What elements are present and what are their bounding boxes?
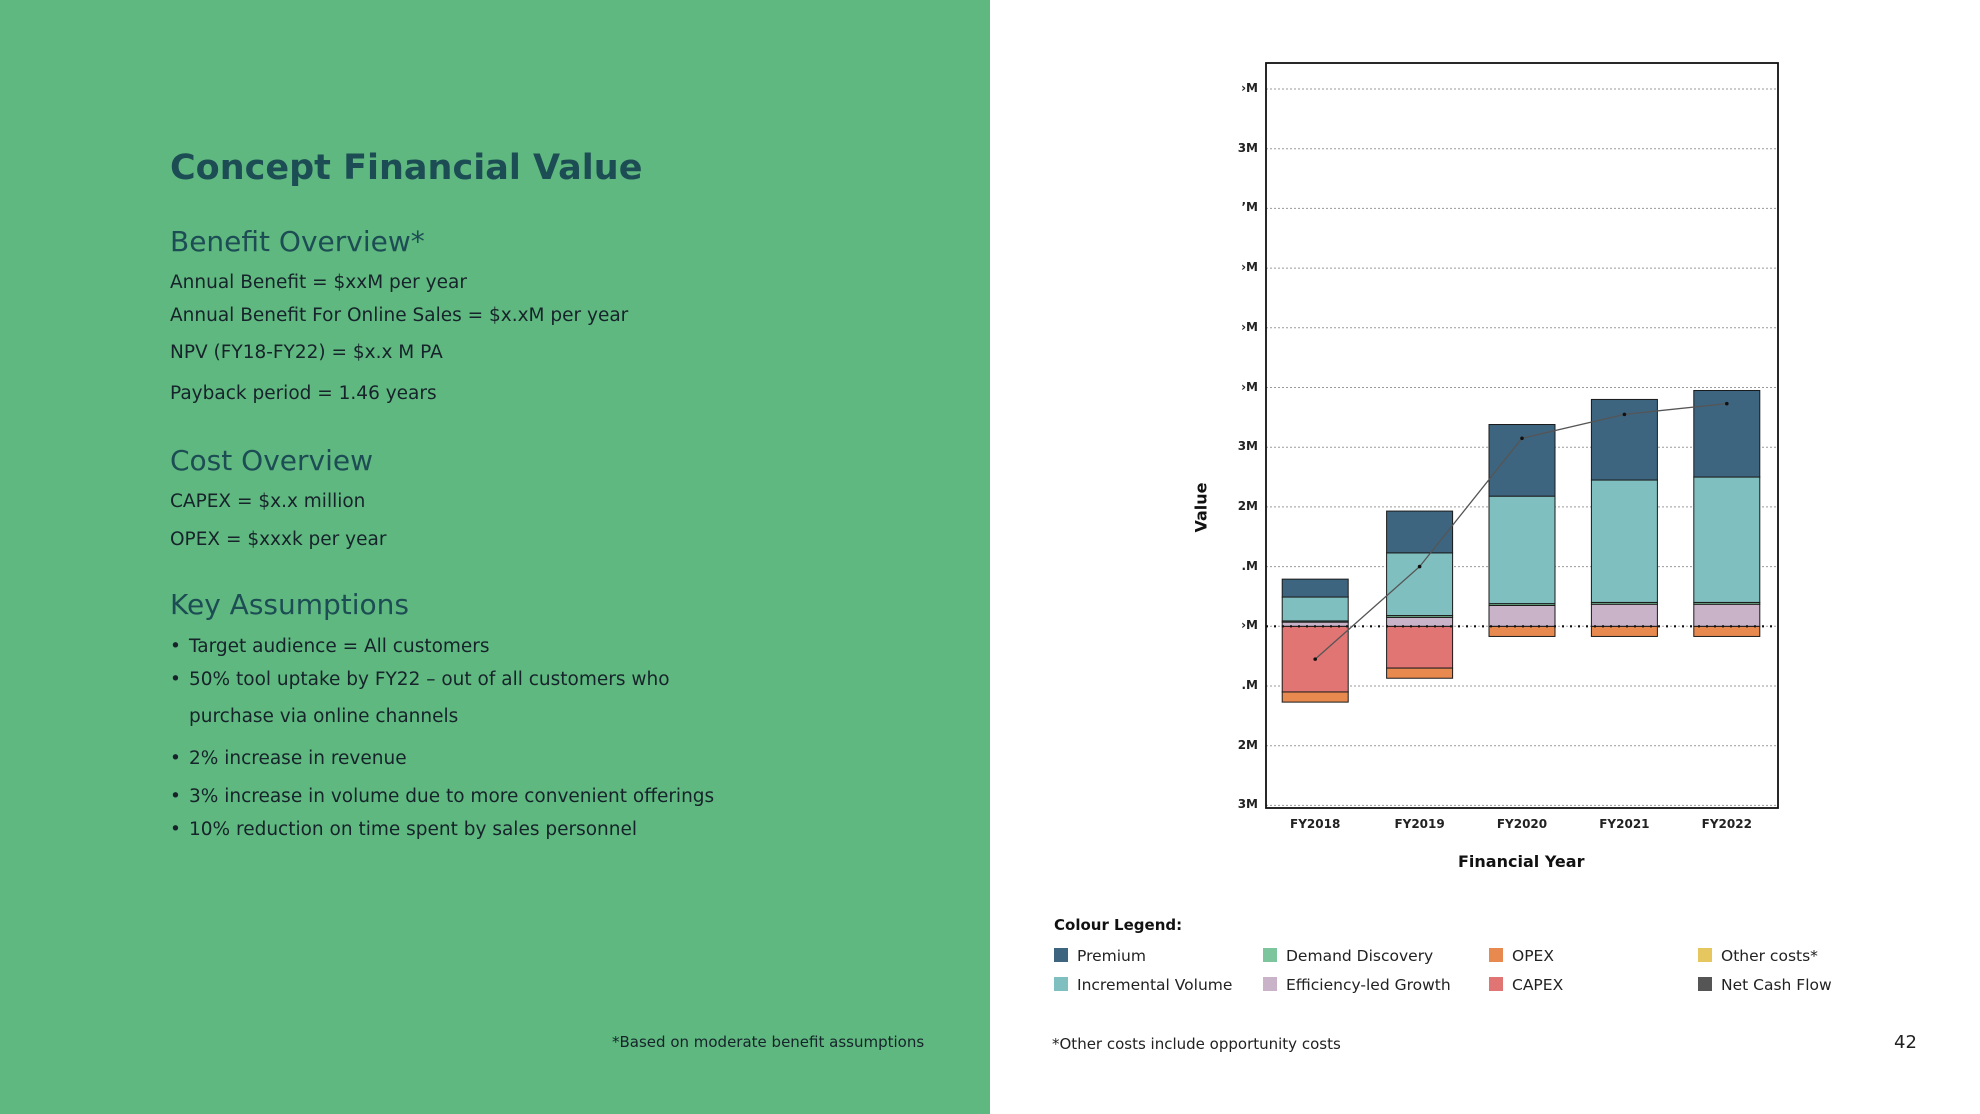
page-title: Concept Financial Value xyxy=(170,148,643,188)
y-axis-title: Value xyxy=(1191,482,1211,533)
bar-segment xyxy=(1281,625,1349,693)
bar-segment xyxy=(1693,601,1761,605)
bar-segment xyxy=(1590,398,1658,481)
y-tick-label: 3M xyxy=(1237,439,1258,454)
bar-segment xyxy=(1386,616,1454,627)
x-tick-label: FY2022 xyxy=(1701,817,1752,831)
legend-item-premium: Premium xyxy=(1054,947,1146,965)
legend-swatch xyxy=(1489,948,1503,962)
cost-heading: Cost Overview xyxy=(170,444,373,477)
assumption-item-continued: purchase via online channels xyxy=(189,706,459,727)
bar-segment xyxy=(1386,510,1454,554)
bar-segment xyxy=(1693,625,1761,637)
x-tick-label: FY2018 xyxy=(1290,817,1341,831)
legend-swatch xyxy=(1698,948,1712,962)
bullet-glyph: • xyxy=(170,636,181,657)
assumption-item: • 10% reduction on time spent by sales pe… xyxy=(170,819,638,840)
bar-segment xyxy=(1386,615,1454,618)
net-cash-flow-point xyxy=(1520,436,1524,441)
legend-item-incremental-volume: Incremental Volume xyxy=(1054,976,1232,994)
y-tick-label: ›M xyxy=(1241,618,1258,633)
legend-item-net-cash-flow: Net Cash Flow xyxy=(1698,976,1832,994)
y-tick-label: ›M xyxy=(1241,379,1258,394)
y-tick-label: 2M xyxy=(1237,737,1258,752)
x-axis-title: Financial Year xyxy=(1458,852,1585,871)
benefit-line: Payback period = 1.46 years xyxy=(170,383,437,404)
cost-line: OPEX = $xxxk per year xyxy=(170,529,387,550)
bar-segment xyxy=(1693,389,1761,478)
bar-segment xyxy=(1590,479,1658,603)
net-cash-flow-point xyxy=(1622,412,1627,417)
x-tick-label: FY2020 xyxy=(1496,817,1548,831)
benefit-line: Annual Benefit = $xxM per year xyxy=(170,272,467,293)
benefit-heading: Benefit Overview* xyxy=(170,225,425,258)
y-tick-label: ›M xyxy=(1241,81,1258,95)
bar-segment xyxy=(1281,621,1349,627)
y-tick-label: ’M xyxy=(1241,200,1259,215)
bar-segment xyxy=(1590,603,1658,627)
benefit-line: NPV (FY18-FY22) = $x.x M PA xyxy=(170,342,443,363)
other-costs-footnote: *Other costs include opportunity costs xyxy=(1052,1035,1341,1053)
y-tick-label: 2M xyxy=(1237,498,1258,513)
bullet-glyph: • xyxy=(170,819,181,840)
benefit-line: Annual Benefit For Online Sales = $x.xM … xyxy=(170,305,629,326)
bar-segment xyxy=(1693,476,1761,603)
legend-swatch xyxy=(1263,977,1277,991)
bar-segment xyxy=(1590,625,1658,637)
bar-segment xyxy=(1386,552,1454,617)
legend-swatch xyxy=(1054,948,1068,962)
bar-segment xyxy=(1488,604,1556,627)
net-cash-flow-point xyxy=(1417,564,1422,569)
bullet-glyph: • xyxy=(170,786,181,807)
left-panel: Concept Financial Value Benefit Overview… xyxy=(0,0,990,1114)
assumptions-heading: Key Assumptions xyxy=(170,588,410,621)
bar-segment xyxy=(1281,578,1349,598)
bar-segment xyxy=(1488,625,1556,637)
assumption-item: • 2% increase in revenue xyxy=(170,748,407,769)
legend-swatch xyxy=(1489,977,1503,991)
assumption-item: • 3% increase in volume due to more conve… xyxy=(170,786,715,807)
bar-segment xyxy=(1281,596,1349,622)
x-tick-label: FY2019 xyxy=(1394,817,1445,831)
bar-segment xyxy=(1386,625,1454,669)
y-tick-label: .M xyxy=(1241,678,1259,692)
bar-segment xyxy=(1386,667,1454,679)
y-tick-label: 3M xyxy=(1237,797,1258,812)
page-number: 42 xyxy=(1894,1032,1917,1053)
y-tick-label: .M xyxy=(1241,558,1259,573)
legend-swatch xyxy=(1054,977,1068,991)
legend-item-efficiency-growth: Efficiency-led Growth xyxy=(1263,976,1451,994)
bullet-glyph: • xyxy=(170,748,181,769)
net-cash-flow-point xyxy=(1725,401,1729,406)
net-cash-flow-line xyxy=(1314,402,1727,660)
bullet-glyph: • xyxy=(170,669,181,690)
assumption-item: • 50% tool uptake by FY22 – out of all cu… xyxy=(170,669,670,690)
bar-segment xyxy=(1488,603,1556,606)
legend-item-opex: OPEX xyxy=(1489,947,1554,965)
legend-item-capex: CAPEX xyxy=(1489,976,1563,994)
bar-segment xyxy=(1488,424,1556,497)
y-tick-label: 3M xyxy=(1237,140,1258,155)
y-tick-label: ›M xyxy=(1241,319,1258,334)
bar-segment xyxy=(1590,601,1658,605)
bar-segment xyxy=(1281,691,1349,703)
assumption-item: • Target audience = All customers xyxy=(170,636,490,657)
cost-line: CAPEX = $x.x million xyxy=(170,491,366,512)
x-tick-label: FY2021 xyxy=(1599,817,1650,831)
legend-item-demand-discovery: Demand Discovery xyxy=(1263,947,1433,965)
net-cash-flow-point xyxy=(1313,657,1317,661)
legend-swatch xyxy=(1263,948,1277,962)
legend-item-other-costs: Other costs* xyxy=(1698,947,1818,965)
y-tick-label: ›M xyxy=(1241,260,1258,275)
benefit-footnote: *Based on moderate benefit assumptions xyxy=(612,1033,925,1051)
legend-title: Colour Legend: xyxy=(1054,916,1183,934)
bar-segment xyxy=(1693,603,1761,627)
legend-swatch xyxy=(1698,977,1712,991)
bar-segment xyxy=(1281,620,1349,623)
plot-frame xyxy=(1265,62,1779,809)
bar-segment xyxy=(1488,495,1556,605)
